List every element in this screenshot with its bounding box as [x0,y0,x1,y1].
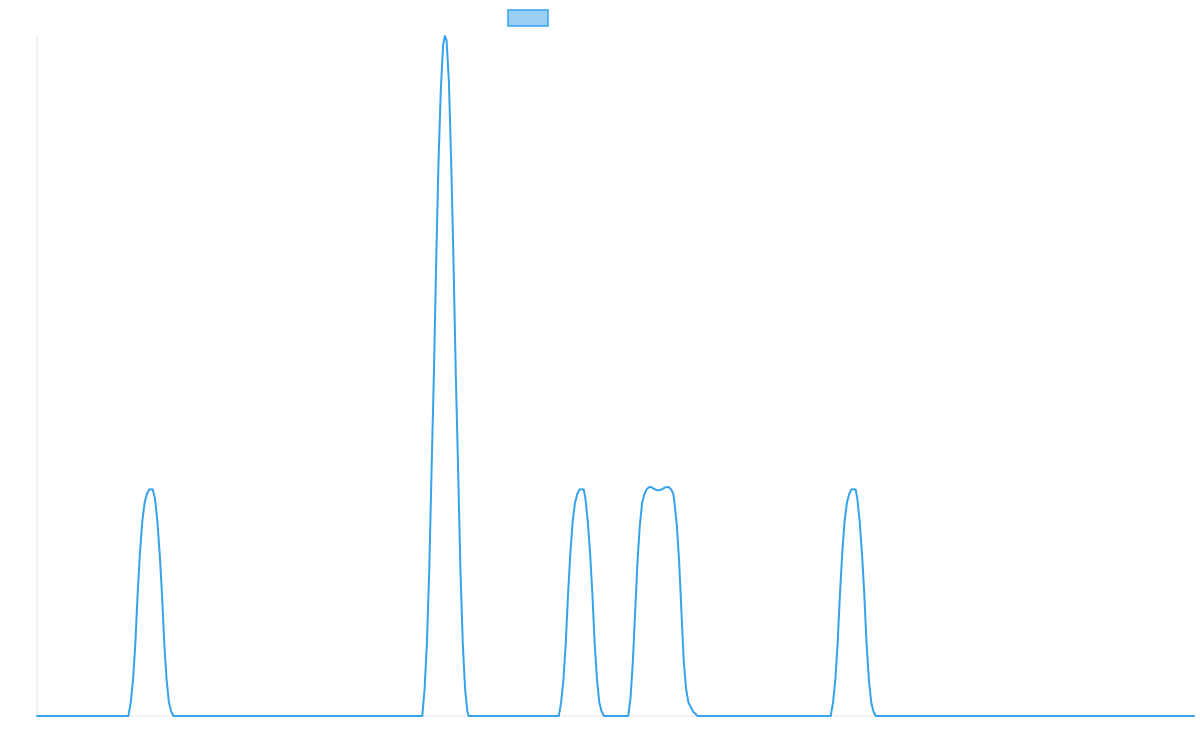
legend-swatch [507,9,549,27]
series-line-0 [36,35,1195,717]
